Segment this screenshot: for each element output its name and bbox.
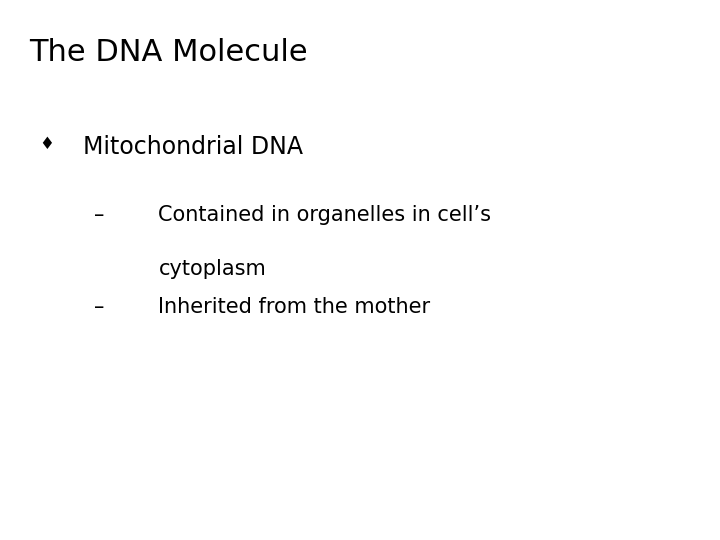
Text: –: – xyxy=(94,297,104,317)
Text: Inherited from the mother: Inherited from the mother xyxy=(158,297,431,317)
Text: Contained in organelles in cell’s: Contained in organelles in cell’s xyxy=(158,205,491,225)
Text: cytoplasm: cytoplasm xyxy=(158,259,266,279)
Text: The DNA Molecule: The DNA Molecule xyxy=(29,38,307,67)
Text: ♦: ♦ xyxy=(40,135,54,153)
Text: Mitochondrial DNA: Mitochondrial DNA xyxy=(83,135,303,159)
Text: –: – xyxy=(94,205,104,225)
